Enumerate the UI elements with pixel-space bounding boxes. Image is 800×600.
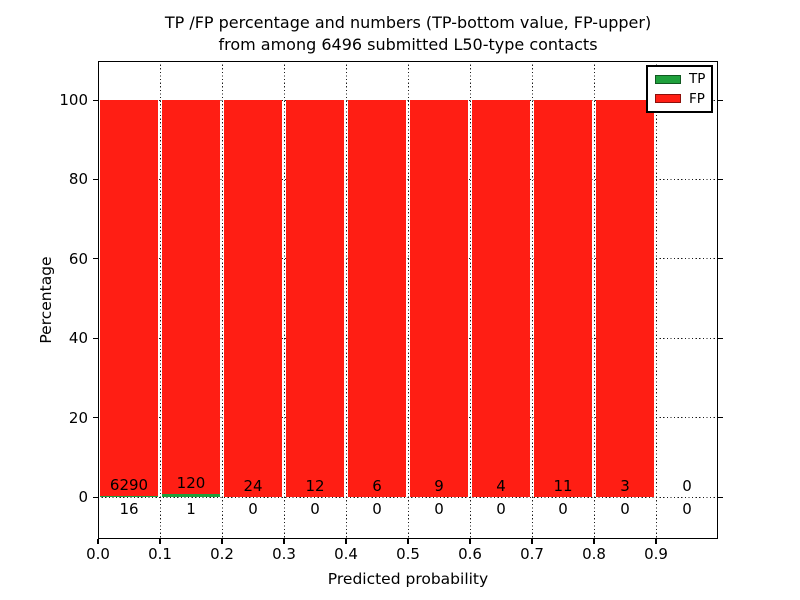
bar-fp <box>534 100 592 497</box>
tp-count-label: 0 <box>620 500 630 518</box>
y-tick-left <box>93 337 98 339</box>
v-gridline <box>345 61 347 539</box>
bar-fp <box>100 100 158 496</box>
x-tick <box>655 539 657 544</box>
v-gridline <box>221 61 223 539</box>
y-tick-label: 40 <box>68 329 88 348</box>
v-gridline <box>593 61 595 539</box>
x-tick <box>469 539 471 544</box>
y-tick-left <box>93 417 98 419</box>
fp-count-label: 6 <box>372 477 382 495</box>
v-gridline <box>407 61 409 539</box>
y-tick-right <box>718 496 723 498</box>
x-tick <box>97 539 99 544</box>
bar-tp <box>100 495 158 497</box>
x-tick-label: 0.2 <box>210 545 234 563</box>
v-gridline <box>283 61 285 539</box>
bar-tp <box>162 493 220 497</box>
legend-row: TP <box>655 72 711 86</box>
y-tick-right <box>718 178 723 181</box>
bar-fp <box>410 100 468 497</box>
fp-count-label: 24 <box>243 477 263 495</box>
fp-count-label: 3 <box>620 477 630 495</box>
y-tick-left <box>93 496 98 498</box>
tp-count-label: 0 <box>558 500 568 518</box>
tp-count-label: 16 <box>119 500 139 518</box>
x-tick <box>283 539 285 544</box>
x-axis-label: Predicted probability <box>327 570 489 588</box>
fp-count-label: 9 <box>434 477 444 495</box>
y-tick-right <box>718 99 723 101</box>
bar-fp <box>224 100 282 497</box>
legend: TP FP <box>646 65 713 113</box>
x-tick-label: 0.9 <box>644 545 668 563</box>
x-tick <box>159 539 161 544</box>
y-tick-label: 0 <box>78 488 88 506</box>
tp-count-label: 0 <box>434 500 444 518</box>
tp-count-label: 0 <box>248 500 258 518</box>
bar-fp <box>596 100 654 497</box>
v-gridline <box>469 61 471 539</box>
fp-count-label: 12 <box>305 477 325 495</box>
v-gridline <box>655 61 657 539</box>
y-tick-label: 60 <box>68 249 88 268</box>
v-gridline <box>159 61 161 539</box>
tp-count-label: 0 <box>372 500 382 518</box>
x-tick-label: 0.1 <box>148 545 172 563</box>
x-tick <box>407 539 409 544</box>
x-tick-label: 0.0 <box>86 545 110 563</box>
x-tick <box>531 539 533 544</box>
tp-swatch <box>655 74 681 84</box>
y-tick-right <box>718 258 723 260</box>
fp-count-label: 0 <box>682 477 692 495</box>
fp-count-label: 120 <box>176 473 206 492</box>
x-tick-label: 0.6 <box>458 545 482 563</box>
legend-label-tp: TP <box>689 71 706 88</box>
y-tick-left <box>93 258 98 260</box>
fp-count-label: 4 <box>496 477 506 495</box>
chart-title-line2: from among 6496 submitted L50-type conta… <box>218 35 598 54</box>
legend-row: FP <box>655 92 711 106</box>
y-tick-left <box>93 178 98 181</box>
fp-count-label: 6290 <box>109 475 149 494</box>
x-tick <box>221 539 223 544</box>
legend-label-fp: FP <box>689 90 705 107</box>
y-tick-label: 100 <box>59 91 88 109</box>
tp-count-label: 0 <box>682 500 692 518</box>
x-tick-label: 0.8 <box>582 545 606 563</box>
x-tick <box>593 539 595 544</box>
fp-count-label: 11 <box>553 477 573 495</box>
x-tick-label: 0.5 <box>396 545 420 563</box>
bar-fp <box>348 100 406 497</box>
tp-count-label: 0 <box>496 500 506 518</box>
x-tick-label: 0.7 <box>520 545 544 563</box>
bar-fp <box>162 100 220 494</box>
x-tick <box>345 539 347 544</box>
y-tick-left <box>93 99 98 101</box>
y-tick-right <box>718 417 723 419</box>
bar-fp <box>286 100 344 497</box>
v-gridline <box>531 61 533 539</box>
x-tick-label: 0.3 <box>272 545 296 563</box>
fp-swatch <box>655 94 681 104</box>
bar-fp <box>472 100 530 497</box>
tp-count-label: 0 <box>310 500 320 518</box>
chart-title-line1: TP /FP percentage and numbers (TP-bottom… <box>164 13 652 32</box>
y-tick-right <box>718 337 723 339</box>
y-tick-label: 20 <box>68 408 88 427</box>
tp-count-label: 1 <box>186 500 196 518</box>
chart-title: TP /FP percentage and numbers (TP-bottom… <box>98 12 718 56</box>
plot-area: 6290 16 120 1 24 0 12 0 6 0 9 0 4 0 11 0 3 0 0 0 TP FP <box>93 61 723 544</box>
y-tick-label: 80 <box>68 170 88 189</box>
x-tick-label: 0.4 <box>334 545 358 563</box>
